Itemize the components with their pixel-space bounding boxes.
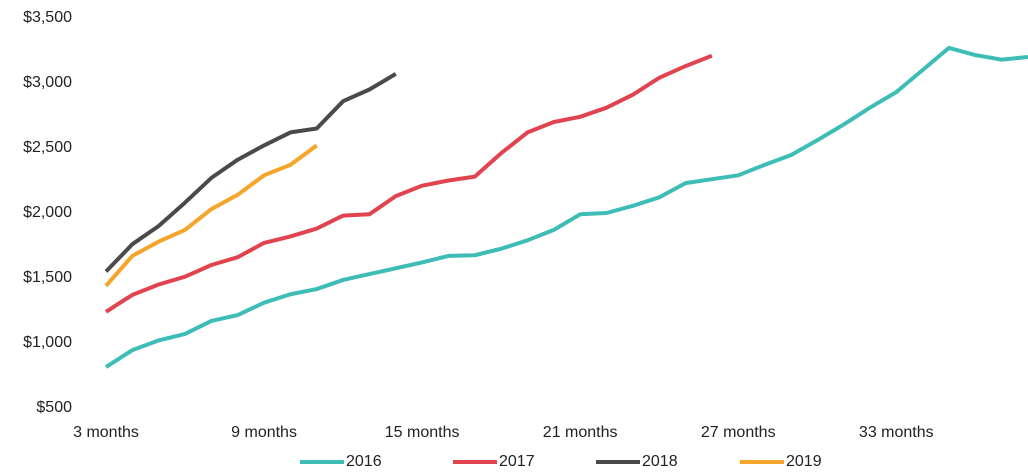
x-tick-label: 21 months	[543, 424, 618, 441]
series-line	[104, 143, 318, 288]
legend-label: 2019	[786, 453, 822, 470]
series-line	[104, 45, 1028, 369]
y-tick-label: $2,500	[23, 139, 72, 156]
y-tick-label: $3,000	[23, 74, 72, 91]
x-tick-label: 3 months	[73, 424, 139, 441]
y-tick-label: $500	[36, 399, 72, 416]
legend-label: 2017	[499, 453, 535, 470]
series-line	[104, 72, 397, 273]
legend-label: 2016	[346, 453, 382, 470]
y-tick-label: $3,500	[23, 9, 72, 26]
y-tick-label: $1,000	[23, 334, 72, 351]
series-line	[104, 53, 713, 314]
x-tick-label: 33 months	[859, 424, 934, 441]
legend-label: 2018	[642, 453, 678, 470]
x-tick-label: 27 months	[701, 424, 776, 441]
x-tick-label: 15 months	[385, 424, 460, 441]
y-tick-label: $2,000	[23, 204, 72, 221]
x-tick-label: 9 months	[231, 424, 297, 441]
y-tick-label: $1,500	[23, 269, 72, 286]
